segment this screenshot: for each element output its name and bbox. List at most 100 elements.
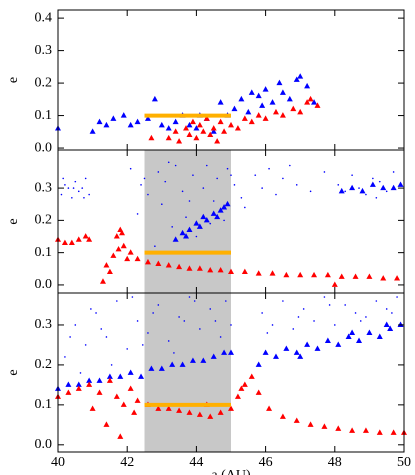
- y-tick-label: 0.2: [35, 213, 53, 228]
- triangle-marker: [217, 267, 224, 273]
- triangle-marker: [117, 433, 124, 439]
- dot: [100, 328, 103, 330]
- triangle-marker: [99, 278, 106, 284]
- triangle-marker: [255, 112, 262, 118]
- y-tick-label: 0.1: [35, 245, 53, 260]
- triangle-marker: [283, 345, 290, 351]
- triangle-marker: [179, 229, 186, 236]
- triangle-marker: [255, 270, 262, 276]
- triangle-marker: [283, 271, 290, 278]
- triangle-marker: [127, 249, 134, 255]
- triangle-marker: [311, 271, 318, 278]
- triangle-marker: [134, 397, 141, 403]
- dot: [385, 308, 388, 310]
- triangle-marker: [221, 349, 228, 355]
- triangle-marker: [210, 210, 217, 216]
- triangle-marker: [86, 236, 93, 242]
- triangle-marker: [89, 128, 96, 134]
- triangle-marker: [272, 353, 279, 359]
- triangle-marker: [390, 184, 397, 191]
- triangle-marker: [290, 105, 297, 112]
- dot: [244, 206, 246, 209]
- triangle-marker: [106, 373, 113, 379]
- triangle-marker: [110, 115, 117, 121]
- dot: [334, 324, 336, 326]
- dot: [219, 336, 222, 338]
- y-tick-label: 0.0: [35, 277, 53, 292]
- dot: [136, 320, 139, 322]
- triangle-marker: [207, 413, 214, 419]
- dot: [323, 296, 326, 298]
- triangle-marker: [228, 349, 234, 355]
- dot: [309, 190, 312, 193]
- dot: [174, 164, 177, 167]
- triangle-marker: [127, 369, 134, 375]
- dot: [375, 196, 378, 199]
- y-tick-label: 0.2: [35, 357, 53, 372]
- triangle-marker: [113, 233, 120, 239]
- dot: [157, 171, 160, 173]
- y-tick-label: 0.1: [35, 108, 53, 123]
- dot: [261, 312, 263, 314]
- dot: [84, 344, 87, 346]
- triangle-marker: [89, 405, 96, 411]
- dot: [226, 167, 229, 170]
- triangle-marker: [238, 95, 245, 102]
- dot: [225, 300, 227, 302]
- triangle-marker: [366, 273, 373, 279]
- dot: [83, 196, 85, 199]
- triangle-marker: [259, 102, 266, 108]
- dot: [372, 177, 374, 180]
- triangle-marker: [106, 268, 113, 275]
- triangle-marker: [214, 138, 221, 144]
- dot: [95, 312, 97, 314]
- dot: [302, 308, 305, 310]
- dot: [143, 177, 146, 180]
- dot: [157, 304, 160, 306]
- triangle-marker: [383, 321, 390, 327]
- triangle-marker: [65, 381, 72, 387]
- triangle-marker: [338, 273, 345, 279]
- triangle-marker: [307, 421, 314, 427]
- triangle-marker: [279, 112, 286, 118]
- triangle-marker: [369, 181, 376, 187]
- triangle-marker: [234, 393, 241, 399]
- dot: [90, 308, 92, 310]
- triangle-marker: [297, 73, 304, 79]
- triangle-marker: [307, 95, 314, 102]
- triangle-marker: [169, 361, 176, 367]
- dot: [116, 300, 118, 302]
- x-tick-label: 44: [189, 455, 203, 470]
- dot: [140, 184, 142, 186]
- dot: [209, 222, 212, 225]
- triangle-marker: [96, 389, 103, 395]
- triangle-marker: [186, 131, 193, 138]
- dot: [292, 328, 295, 330]
- dot: [69, 336, 71, 338]
- triangle-marker: [115, 246, 122, 252]
- triangle-marker: [221, 204, 228, 210]
- dot: [266, 332, 269, 334]
- triangle-marker: [231, 105, 238, 112]
- triangle-marker: [380, 275, 387, 281]
- triangle-marker: [96, 118, 103, 125]
- dot: [391, 312, 393, 314]
- dot: [173, 352, 175, 354]
- dot: [147, 332, 149, 334]
- triangle-marker: [127, 385, 134, 391]
- triangle-marker: [331, 281, 338, 287]
- triangle-marker: [228, 121, 234, 128]
- y-axis-label: e: [6, 369, 21, 375]
- triangle-marker: [241, 268, 248, 275]
- triangle-marker: [376, 429, 383, 435]
- dot: [212, 200, 215, 202]
- triangle-marker: [297, 108, 304, 115]
- triangle-marker: [165, 405, 172, 411]
- triangle-marker: [262, 115, 269, 121]
- dot: [161, 203, 163, 206]
- triangle-marker: [255, 92, 262, 99]
- triangle-marker: [210, 353, 217, 359]
- dot: [167, 161, 170, 164]
- dot: [110, 364, 113, 366]
- dot: [282, 177, 284, 180]
